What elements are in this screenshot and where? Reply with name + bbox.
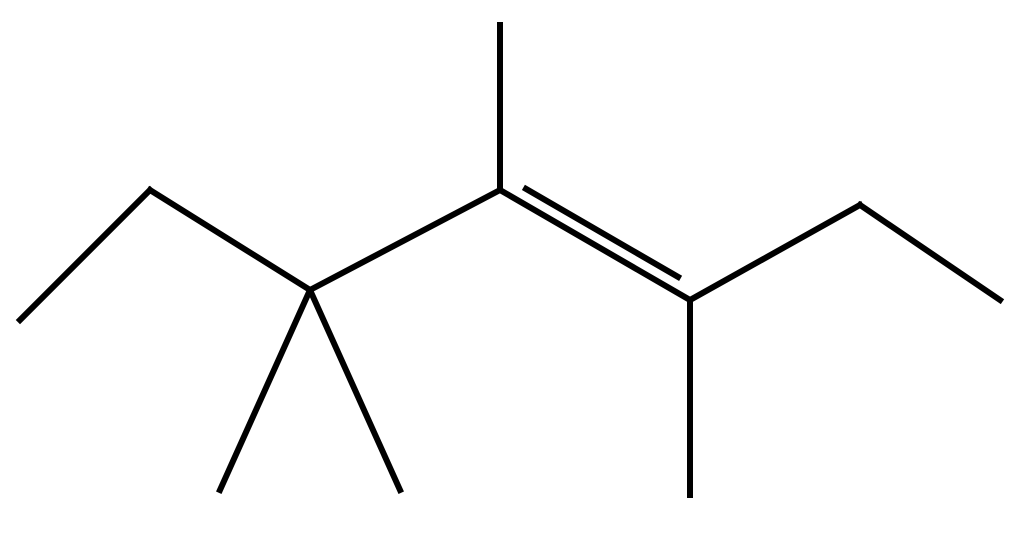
molecule-canvas [0, 0, 1024, 533]
bond-C4-C5-second [526, 189, 678, 277]
bond-C2-C3 [150, 190, 310, 290]
bond-C3-C4 [310, 190, 500, 290]
bond-C5-C6 [690, 205, 860, 300]
bond-C6-C7 [860, 205, 1000, 300]
bond-C1-C2 [20, 190, 150, 320]
bond-C4-C5 [500, 190, 690, 300]
bond-C3-M3a [220, 290, 310, 490]
bond-C3-M3b [310, 290, 400, 490]
